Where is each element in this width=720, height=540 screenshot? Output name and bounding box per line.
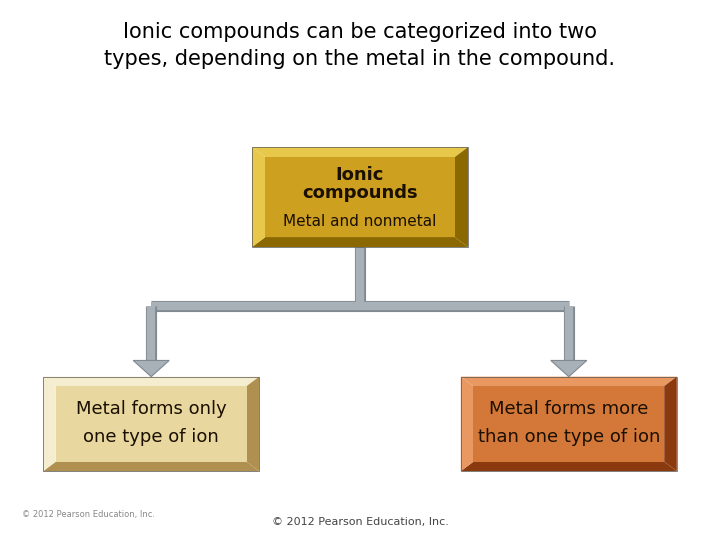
- Polygon shape: [133, 361, 169, 377]
- FancyBboxPatch shape: [474, 386, 665, 462]
- Polygon shape: [252, 237, 468, 247]
- Polygon shape: [461, 377, 677, 386]
- Polygon shape: [43, 377, 56, 471]
- Text: compounds: compounds: [302, 184, 418, 202]
- Text: Ionic: Ionic: [336, 166, 384, 185]
- Polygon shape: [461, 377, 474, 471]
- Text: © 2012 Pearson Education, Inc.: © 2012 Pearson Education, Inc.: [22, 510, 155, 519]
- Polygon shape: [455, 147, 468, 247]
- Polygon shape: [252, 147, 468, 157]
- Text: © 2012 Pearson Education, Inc.: © 2012 Pearson Education, Inc.: [271, 516, 449, 526]
- Text: Ionic compounds can be categorized into two
types, depending on the metal in the: Ionic compounds can be categorized into …: [104, 22, 616, 69]
- Polygon shape: [665, 377, 677, 471]
- FancyBboxPatch shape: [56, 386, 246, 462]
- Polygon shape: [43, 462, 259, 471]
- Polygon shape: [252, 147, 265, 247]
- Text: one type of ion: one type of ion: [84, 428, 219, 447]
- Text: Metal and nonmetal: Metal and nonmetal: [283, 214, 437, 229]
- Text: than one type of ion: than one type of ion: [477, 428, 660, 447]
- FancyBboxPatch shape: [265, 157, 455, 237]
- Polygon shape: [551, 361, 587, 377]
- Polygon shape: [461, 462, 677, 471]
- Polygon shape: [246, 377, 259, 471]
- Text: Metal forms more: Metal forms more: [489, 400, 649, 418]
- Polygon shape: [43, 377, 259, 386]
- Text: Metal forms only: Metal forms only: [76, 400, 227, 418]
